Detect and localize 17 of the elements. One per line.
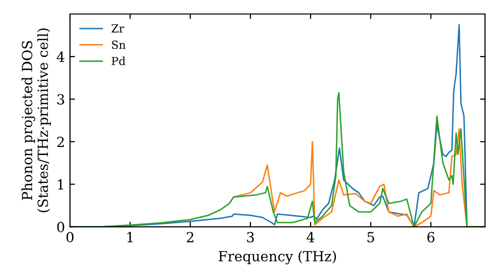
y-tick-label: 0 <box>57 222 64 232</box>
legend-label: Sn <box>112 40 126 49</box>
x-axis-title: Frequency (THz) <box>218 250 336 264</box>
x-tick-label: 1 <box>127 232 133 242</box>
y-axis-title: Phonon projected DOS (States/THz·primitive cell) <box>22 28 51 212</box>
legend-label: Zr <box>112 24 124 32</box>
legend-label: Pd <box>112 56 126 66</box>
y-tick-label: 3 <box>57 94 64 105</box>
x-tick-label: 4 <box>306 232 314 242</box>
y-tick-label: 1 <box>58 179 64 190</box>
x-tick-label: 3 <box>247 232 254 242</box>
x-tick-label: 2 <box>186 232 194 242</box>
x-tick-label: 6 <box>427 232 434 242</box>
x-tick-label: 5 <box>367 232 374 242</box>
x-tick-label: 0 <box>66 232 74 242</box>
y-tick-label: 2 <box>57 136 64 147</box>
y-tick-label: 4 <box>56 52 64 62</box>
